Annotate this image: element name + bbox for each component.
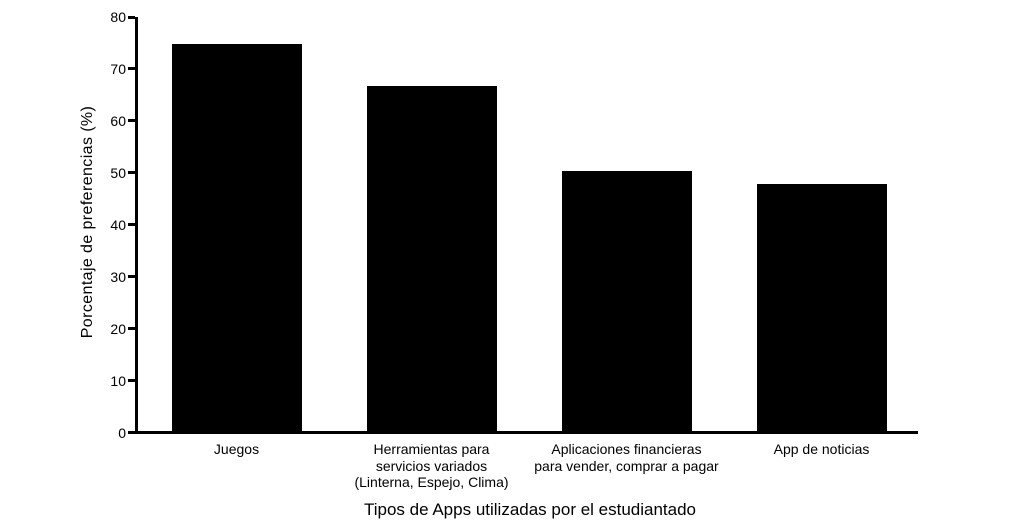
bar-herramientas-para — [366, 85, 497, 433]
x-category-label-juegos: Juegos — [213, 441, 260, 457]
y-tick-label-40: 40 — [110, 216, 126, 233]
y-tick-mark-70 — [128, 67, 135, 71]
x-category-label-app-de-noticias: App de noticias — [773, 441, 870, 457]
y-tick-mark-50 — [128, 171, 135, 175]
y-tick-mark-80 — [128, 15, 135, 19]
y-tick-mark-40 — [128, 223, 135, 227]
y-tick-label-60: 60 — [110, 112, 126, 129]
x-axis-line — [135, 431, 918, 434]
y-tick-label-70: 70 — [110, 60, 126, 77]
y-tick-label-0: 0 — [118, 424, 126, 441]
y-tick-label-80: 80 — [110, 9, 126, 25]
y-tick-mark-20 — [128, 327, 135, 331]
y-tick-mark-10 — [128, 379, 135, 383]
y-tick-mark-30 — [128, 275, 135, 279]
y-tick-label-10: 10 — [110, 372, 126, 389]
y-tick-label-20: 20 — [110, 320, 126, 337]
y-tick-label-50: 50 — [110, 164, 126, 181]
y-tick-mark-0 — [128, 431, 135, 434]
bar-app-de-noticias — [756, 184, 887, 433]
y-tick-mark-60 — [128, 119, 135, 123]
x-category-label-aplicaciones-financieras: Aplicaciones financieras para vender, co… — [534, 441, 719, 474]
y-tick-label-30: 30 — [110, 268, 126, 285]
bar-juegos — [171, 44, 302, 433]
x-category-label-herramientas-para: Herramientas para servicios variados (Li… — [354, 441, 509, 490]
bar-aplicaciones-financieras — [561, 170, 692, 433]
x-axis-title: Tipos de Apps utilizadas por el estudian… — [363, 500, 697, 519]
y-axis-line — [135, 17, 138, 434]
